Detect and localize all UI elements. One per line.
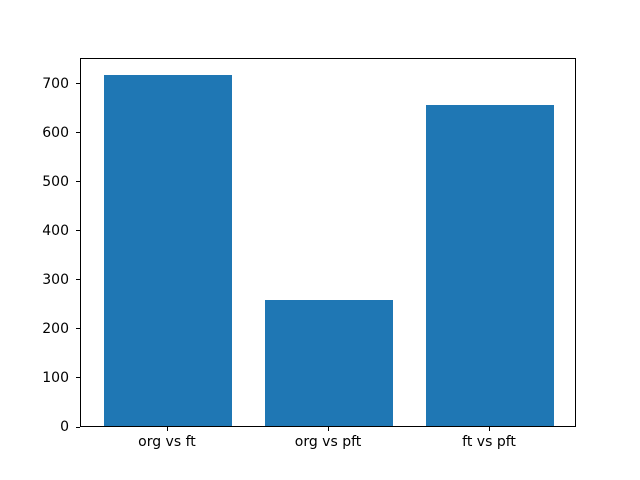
y-tick-label: 400 <box>42 222 69 239</box>
y-tick-mark <box>76 230 80 232</box>
y-tick-label: 700 <box>42 75 69 92</box>
x-tick-label: org vs pft <box>294 434 362 450</box>
plot-area <box>80 58 576 427</box>
bar-org-vs-pft <box>264 300 394 426</box>
bar-ft-vs-pft <box>425 105 555 426</box>
y-tick-label: 300 <box>42 271 69 288</box>
x-tick-label: ft vs pft <box>462 434 516 450</box>
y-tick-label: 100 <box>42 369 69 386</box>
y-tick-mark <box>76 181 80 183</box>
y-tick-mark <box>76 426 80 428</box>
y-tick-label: 0 <box>60 419 69 435</box>
x-tick-mark <box>166 427 168 431</box>
x-tick-mark <box>489 427 491 431</box>
bar-org-vs-ft <box>103 74 233 426</box>
x-tick-label: org vs ft <box>138 434 196 450</box>
y-tick-mark <box>76 279 80 281</box>
x-tick-mark <box>328 427 329 431</box>
y-tick-label: 200 <box>42 320 69 337</box>
y-tick-mark <box>76 83 80 85</box>
y-tick-mark <box>76 328 80 330</box>
y-tick-label: 500 <box>42 173 69 190</box>
y-tick-label: 600 <box>42 124 69 141</box>
y-tick-mark <box>76 132 80 134</box>
y-tick-mark <box>76 377 80 379</box>
